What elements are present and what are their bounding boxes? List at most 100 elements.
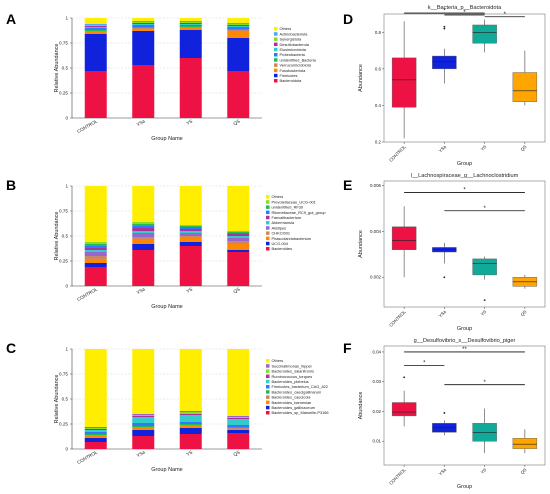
legend-b: OthersPrevotellaceae_UCG-001unidentified… — [266, 194, 326, 251]
bar-segment — [132, 31, 155, 65]
y-tick-label: 0.8 — [375, 30, 382, 35]
significance-label: ** — [462, 347, 467, 353]
legend-swatch — [266, 247, 270, 251]
bar-segment — [227, 418, 250, 419]
bar-segment — [132, 415, 155, 416]
outlier-point — [443, 276, 446, 279]
box-chart-d: k__Bacteria_p__Bacteroidota 0.2 0.4 0.6 0.8 C… — [358, 5, 546, 167]
y-tick-label: 0.004 — [370, 229, 382, 234]
x-tick-label: YSa — [438, 467, 448, 477]
bar-segment — [84, 442, 107, 449]
x-tick-label: QS — [520, 144, 528, 152]
legend-swatch — [274, 37, 278, 41]
x-tick-label: YSa — [136, 118, 146, 127]
y-axis-label: Abundance — [358, 230, 364, 258]
y-tick-label: 0.01 — [372, 439, 381, 444]
y-tick-label: 0.75 — [59, 209, 68, 214]
legend-swatch — [266, 215, 270, 220]
y-tick-label: 0.5 — [62, 66, 69, 71]
x-tick-label: YS — [185, 287, 193, 294]
legend-swatch — [274, 47, 278, 52]
bar-segment — [179, 30, 202, 58]
chart-title: l__Lachnospiraceae_g__Lachnoclostridium — [411, 173, 519, 179]
bar-segment — [84, 434, 107, 435]
bar-segment — [84, 250, 107, 252]
bar-segment — [227, 433, 250, 449]
bar-segment — [179, 225, 202, 226]
x-tick-label: YS — [480, 144, 488, 152]
bar-segment — [132, 233, 155, 237]
x-tick-label: YS — [480, 467, 488, 475]
bar-segment — [227, 27, 250, 29]
bar-segment — [179, 24, 202, 25]
bar-segment — [227, 349, 250, 416]
x-tick-label: YS — [185, 119, 193, 126]
legend-label: Firmicutes — [280, 73, 298, 78]
bar-segment — [227, 430, 250, 433]
legend-label: Bacteroides_caecicola — [272, 395, 312, 400]
bar-segment — [132, 428, 155, 430]
outlier-point — [483, 299, 486, 302]
x-tick-label: YSa — [438, 309, 448, 319]
legend-swatch — [274, 58, 278, 62]
bar-segment — [132, 65, 155, 118]
bar-segment — [179, 186, 202, 225]
box-ys — [472, 24, 497, 44]
bar-segment — [132, 29, 155, 31]
bar-segment — [179, 231, 202, 233]
bar-segment — [132, 426, 155, 427]
legend-label: Proteobacteria — [280, 52, 306, 57]
outlier-point — [443, 25, 446, 28]
bar-segment — [84, 429, 107, 430]
bar-segment — [84, 427, 107, 428]
bar-segment — [179, 426, 202, 428]
y-axis-label: Relative Abundance — [54, 44, 60, 93]
box-ysa — [432, 55, 457, 70]
bar-segment — [179, 229, 202, 231]
legend-label: Bacteroidota — [280, 78, 303, 83]
bar-segment — [132, 22, 155, 23]
bar-segment — [227, 38, 250, 71]
bar-segment — [227, 428, 250, 429]
bar-segment — [132, 349, 155, 414]
bar-segment — [227, 427, 250, 428]
legend-swatch — [266, 226, 270, 230]
y-tick-label: 0.03 — [372, 379, 381, 384]
legend-label: Bacteroides_barnesiae — [272, 400, 312, 405]
y-tick-label: 0.5 — [62, 397, 69, 402]
bar-segment — [84, 349, 107, 427]
bar-segment — [227, 238, 250, 241]
bar-segment — [227, 252, 250, 286]
bar-segment — [179, 236, 202, 238]
x-tick-label: CONTROL — [76, 449, 98, 465]
bar-segment — [132, 416, 155, 417]
x-axis-label: Group — [457, 326, 472, 332]
x-tick-label: QS — [232, 119, 240, 127]
bar-segment — [84, 26, 107, 27]
outlier-point — [443, 27, 446, 30]
chart-title: k__Bacteria_p__Bacteroidota — [428, 5, 502, 11]
legend-label: Fusobacteriota — [280, 68, 307, 73]
x-tick-label: QS — [232, 287, 240, 295]
legend-swatch — [266, 210, 270, 215]
y-tick-label: 1 — [65, 347, 68, 352]
legend-label: Synergistota — [280, 37, 302, 42]
legend-label: Bacteroides — [272, 246, 293, 251]
y-tick-label: 0.75 — [59, 41, 68, 46]
bar-segment — [179, 238, 202, 242]
legend-label: Prevotellaceae_UCG-001 — [272, 199, 316, 204]
box-qs — [512, 72, 538, 102]
bar-segment — [132, 25, 155, 27]
legend-swatch — [274, 27, 278, 31]
bar-segment — [132, 222, 155, 224]
legend-label: Verrucomicrobiota — [280, 63, 312, 68]
bar-segment — [84, 186, 107, 242]
bar-segment — [227, 236, 250, 238]
legend-swatch — [274, 32, 278, 36]
legend-label: unidentified_RF39 — [272, 205, 304, 210]
bar-segment — [132, 27, 155, 28]
bar-segment — [132, 226, 155, 228]
y-tick-label: 0 — [65, 284, 68, 289]
legend-swatch — [266, 195, 270, 199]
bar-segment — [179, 349, 202, 411]
